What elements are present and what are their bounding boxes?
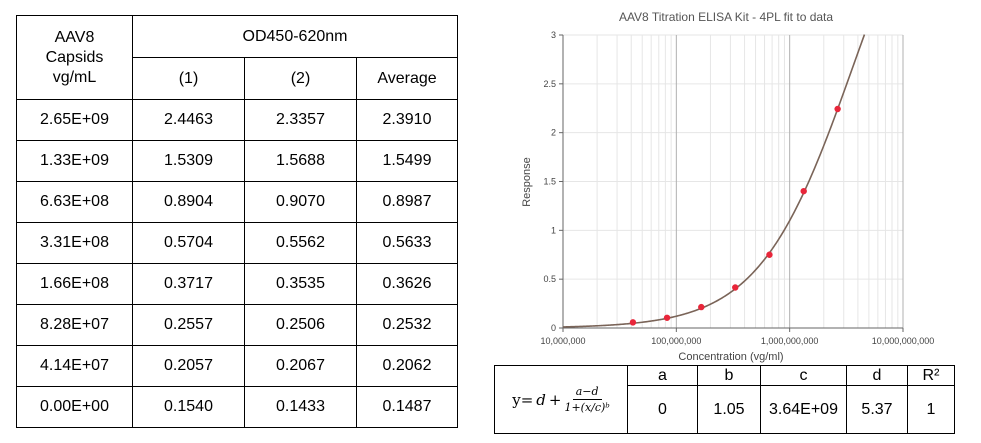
table-row: 1.33E+09 1.5309 1.5688 1.5499 [16, 140, 458, 182]
x-tick-label: 100,000,000 [651, 336, 701, 346]
table-row: 4.14E+07 0.2057 0.2067 0.2062 [16, 345, 458, 387]
table-cell: 0.8987 [356, 181, 458, 223]
data-point [663, 314, 671, 321]
table-cell: 0.1433 [244, 386, 357, 428]
y-tick-label: 2.5 [543, 79, 556, 89]
table-cell: 1.5688 [244, 140, 357, 182]
table-cell: 1.33E+09 [16, 140, 133, 182]
y-tick-label: 0 [551, 323, 556, 333]
table-cell: 0.2067 [244, 345, 357, 387]
param-header-b: b [697, 365, 761, 386]
data-points-layer [629, 105, 841, 326]
table-cell: 6.63E+08 [16, 181, 133, 223]
data-table: AAV8 Capsids vg/mL OD450-620nm (1) (2) A… [16, 15, 458, 428]
table-cell: 0.2557 [132, 304, 245, 346]
capsids-header: AAV8 Capsids vg/mL [16, 15, 133, 100]
param-header-d: d [846, 365, 908, 386]
table-cell: 4.14E+07 [16, 345, 133, 387]
table-cell: 2.4463 [132, 99, 245, 141]
formula-denominator: 1+(x/c)ᵇ [564, 401, 610, 414]
param-value-r2: 1 [907, 385, 955, 434]
data-point [800, 187, 807, 195]
param-value-a: 0 [627, 385, 698, 434]
table-cell: 0.1540 [132, 386, 245, 428]
data-point [834, 105, 841, 113]
od-group-header: OD450-620nm [132, 15, 458, 58]
table-cell: 3.31E+08 [16, 222, 133, 264]
x-axis-label: Concentration (vg/ml) [678, 351, 783, 363]
titration-chart: AAV8 Titration ELISA Kit - 4PL fit to da… [521, 10, 934, 363]
col-header-average: Average [356, 57, 458, 100]
formula-cell: y= d + a−d 1+(x/c)ᵇ [494, 365, 628, 434]
formula-numerator: a−d [572, 385, 602, 400]
table-cell: 1.5499 [356, 140, 458, 182]
table-row: 2.65E+09 2.4463 2.3357 2.3910 [16, 99, 458, 141]
chart-ticks: 0 0.5 1 1.5 2 2.5 3 10,000,000 100,000,000 1,000,… [540, 30, 934, 346]
table-row: 1.66E+08 0.3717 0.3535 0.3626 [16, 263, 458, 305]
table-row: 8.28E+07 0.2557 0.2506 0.2532 [16, 304, 458, 346]
x-tick-label: 1,000,000,000 [761, 336, 819, 346]
table-cell: 0.2506 [244, 304, 357, 346]
table-cell: 1.5309 [132, 140, 245, 182]
param-header-a: a [627, 365, 698, 386]
table-cell: 0.3717 [132, 263, 245, 305]
table-cell: 8.28E+07 [16, 304, 133, 346]
table-cell: 0.2062 [356, 345, 458, 387]
param-header-r2: R² [907, 365, 955, 386]
capsids-header-line: AAV8 [54, 28, 95, 46]
fit-parameters-table: y= d + a−d 1+(x/c)ᵇ a b c d R² 0 1.05 3.… [494, 365, 955, 434]
y-tick-label: 1 [551, 225, 556, 235]
capsids-header-line: vg/mL [52, 68, 97, 86]
formula-fraction: a−d 1+(x/c)ᵇ [564, 385, 609, 414]
data-point [629, 319, 637, 326]
table-cell: 0.2057 [132, 345, 245, 387]
table-cell: 2.3910 [356, 99, 458, 141]
fit-curve [562, 34, 866, 328]
table-cell: 0.1487 [356, 386, 458, 428]
table-row: 6.63E+08 0.8904 0.9070 0.8987 [16, 181, 458, 223]
formula-prefix: y= [512, 390, 534, 409]
param-value-b: 1.05 [697, 385, 761, 434]
table-cell: 0.5562 [244, 222, 357, 264]
table-row: 0.00E+00 0.1540 0.1433 0.1487 [16, 386, 458, 428]
table-cell: 0.2532 [356, 304, 458, 346]
formula-plus: + [548, 390, 562, 409]
y-tick-label: 1.5 [543, 177, 556, 187]
param-value-d: 5.37 [846, 385, 908, 434]
table-cell: 0.3626 [356, 263, 458, 305]
table-cell: 2.3357 [244, 99, 357, 141]
table-cell: 0.5633 [356, 222, 458, 264]
x-tick-label: 10,000,000,000 [872, 336, 935, 346]
table-row: 3.31E+08 0.5704 0.5562 0.5633 [16, 222, 458, 264]
data-point [766, 251, 773, 258]
param-value-c: 3.64E+09 [760, 385, 847, 434]
table-cell: 1.66E+08 [16, 263, 133, 305]
chart-grid [562, 34, 904, 329]
y-axis-label: Response [521, 157, 533, 207]
fit-formula: y= d + a−d 1+(x/c)ᵇ [495, 385, 627, 414]
y-tick-label: 2 [551, 128, 556, 138]
data-point [698, 303, 705, 311]
y-tick-label: 0.5 [543, 274, 556, 284]
col-header-rep1: (1) [132, 57, 245, 100]
y-tick-label: 3 [551, 30, 556, 40]
chart-title: AAV8 Titration ELISA Kit - 4PL fit to da… [619, 10, 833, 24]
table-cell: 0.00E+00 [16, 386, 133, 428]
table-cell: 0.5704 [132, 222, 245, 264]
table-cell: 0.3535 [244, 263, 357, 305]
x-tick-label: 10,000,000 [540, 336, 585, 346]
table-cell: 2.65E+09 [16, 99, 133, 141]
formula-d: d [536, 390, 546, 409]
table-cell: 0.8904 [132, 181, 245, 223]
param-header-c: c [760, 365, 847, 386]
col-header-rep2: (2) [244, 57, 357, 100]
fit-curve-layer [562, 34, 866, 328]
data-point [732, 284, 739, 291]
table-cell: 0.9070 [244, 181, 357, 223]
capsids-header-line: Capsids [45, 48, 104, 66]
